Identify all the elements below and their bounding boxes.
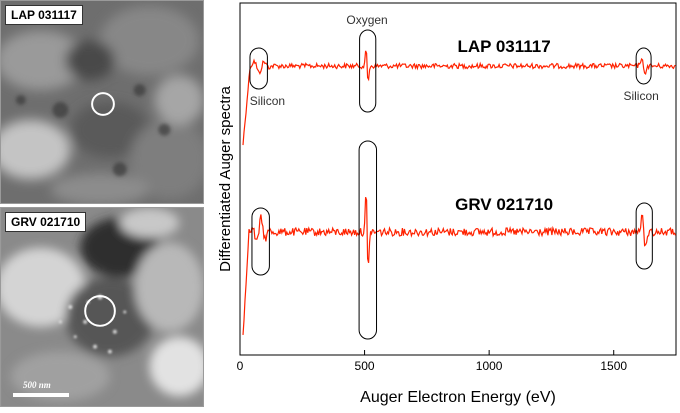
x-tick-label-1500: 1500 xyxy=(600,359,627,373)
x-axis-ticks: 0 500 1000 1500 xyxy=(237,350,627,373)
annotation-oxygen: Oxygen xyxy=(346,13,387,27)
auger-spectra-chart: 0 500 1000 1500 Oxygen Silicon Silicon LAP 03… xyxy=(217,2,677,406)
analysis-spot-bottom xyxy=(84,295,116,327)
x-tick-label-0: 0 xyxy=(237,359,244,373)
peak-box-top-silicon-high xyxy=(635,47,652,85)
spectrum-line-grv-021710 xyxy=(242,197,677,335)
x-tick-label-1000: 1000 xyxy=(476,359,503,373)
series-label-grv-021710: GRV 021710 xyxy=(455,195,553,214)
peak-box-bottom-silicon-low xyxy=(251,207,270,276)
scale-bar xyxy=(13,393,69,397)
micrograph-grv-021710: GRV 021710 500 nm xyxy=(0,207,204,407)
peak-box-top-oxygen xyxy=(359,29,377,113)
y-axis-label: Differentiated Auger spectra xyxy=(217,86,234,272)
sample-label-top: LAP 031117 xyxy=(5,5,83,25)
series-labels: LAP 031117 GRV 021710 xyxy=(455,37,553,214)
spectrum-line-lap-031117 xyxy=(242,50,676,146)
x-tick-label-500: 500 xyxy=(355,359,375,373)
annotation-silicon-high: Silicon xyxy=(623,89,658,103)
peak-box-top-silicon-low xyxy=(249,47,268,90)
sample-label-bottom: GRV 021710 xyxy=(5,212,87,232)
x-axis-label: Auger Electron Energy (eV) xyxy=(360,389,556,406)
annotation-silicon-low: Silicon xyxy=(250,94,285,108)
peak-box-bottom-oxygen xyxy=(358,140,378,340)
peak-box-bottom-silicon-high xyxy=(635,202,653,270)
plot-frame xyxy=(239,2,677,356)
peak-annotations: Oxygen Silicon Silicon xyxy=(250,13,659,108)
micrograph-image-top xyxy=(1,1,203,203)
series-label-lap-031117: LAP 031117 xyxy=(457,37,550,56)
micrograph-lap-031117: LAP 031117 xyxy=(0,0,204,204)
series-lines xyxy=(242,50,677,335)
scale-bar-label: 500 nm xyxy=(23,380,51,390)
peak-highlight-boxes xyxy=(249,29,653,340)
micrograph-image-bottom xyxy=(1,208,203,406)
analysis-spot-top xyxy=(91,92,115,116)
